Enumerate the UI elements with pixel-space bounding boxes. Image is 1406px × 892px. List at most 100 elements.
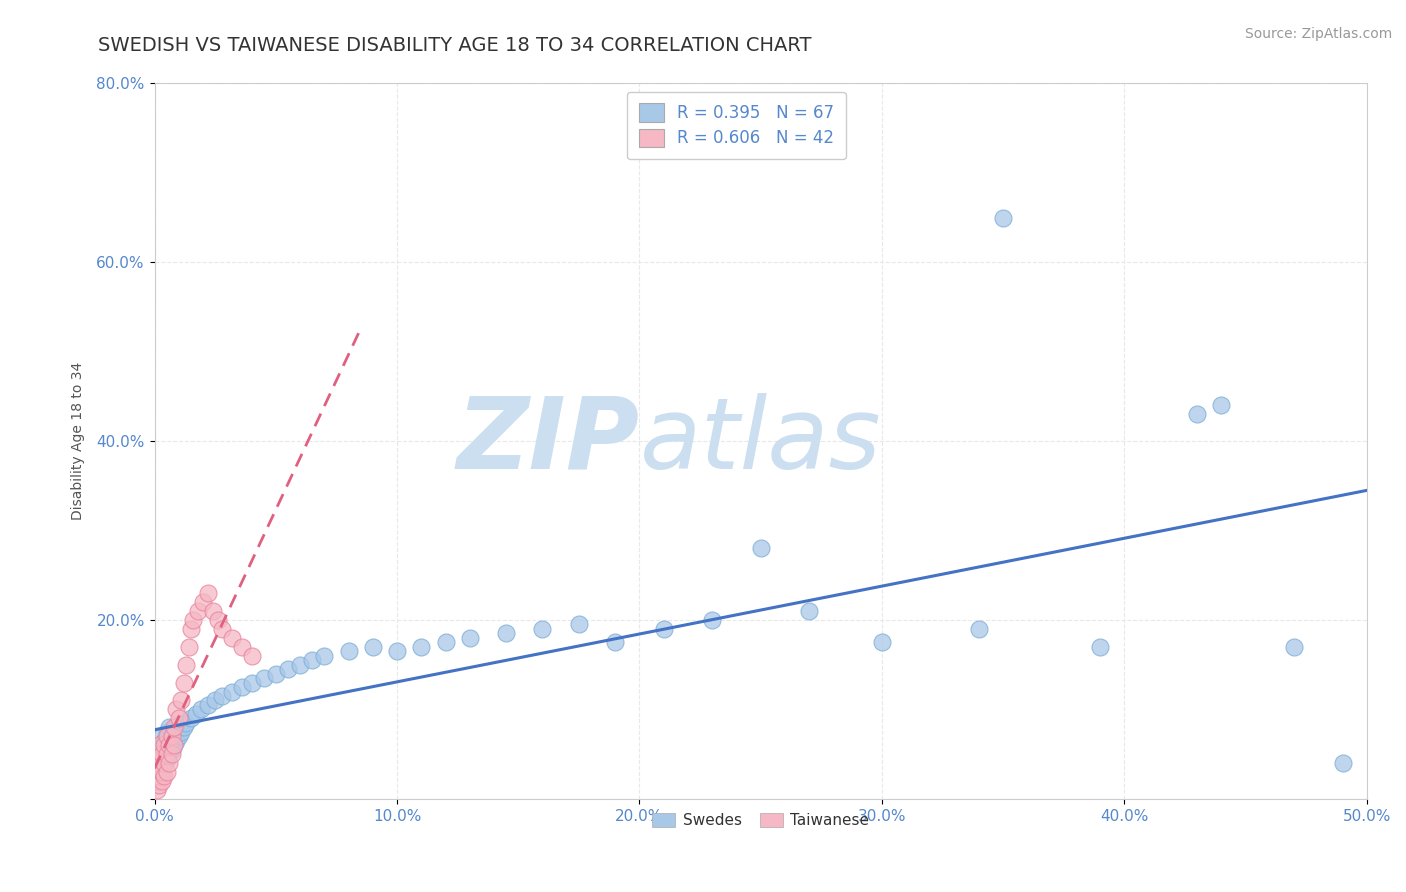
Point: [385, 644, 408, 658]
Point: [157, 733, 180, 747]
Point: [991, 211, 1014, 225]
Point: [170, 724, 193, 739]
Point: [150, 764, 173, 779]
Text: atlas: atlas: [640, 392, 882, 490]
Point: [231, 680, 253, 694]
Point: [165, 720, 187, 734]
Point: [240, 675, 263, 690]
Point: [157, 747, 180, 761]
Point: [146, 783, 169, 797]
Point: [197, 586, 219, 600]
Point: [204, 693, 226, 707]
Point: [167, 729, 190, 743]
Point: [1211, 398, 1233, 412]
Point: [148, 751, 170, 765]
Point: [157, 738, 180, 752]
Point: [411, 640, 433, 654]
Point: [153, 769, 176, 783]
Point: [749, 541, 772, 556]
Point: [146, 773, 169, 788]
Point: [146, 756, 169, 770]
Point: [160, 742, 183, 756]
Point: [150, 773, 173, 788]
Point: [191, 595, 214, 609]
Point: [187, 604, 209, 618]
Point: [167, 711, 190, 725]
Point: [180, 622, 202, 636]
Point: [148, 760, 170, 774]
Point: [184, 706, 207, 721]
Point: [150, 764, 173, 779]
Point: [156, 764, 179, 779]
Point: [1185, 407, 1208, 421]
Point: [148, 751, 170, 765]
Point: [180, 711, 202, 725]
Point: [361, 640, 384, 654]
Point: [253, 671, 276, 685]
Point: [568, 617, 591, 632]
Text: Source: ZipAtlas.com: Source: ZipAtlas.com: [1244, 27, 1392, 41]
Point: [1331, 756, 1354, 770]
Point: [150, 747, 173, 761]
Point: [458, 631, 481, 645]
Point: [173, 675, 195, 690]
Point: [156, 751, 179, 765]
Point: [207, 613, 229, 627]
Point: [190, 702, 212, 716]
Point: [153, 756, 176, 770]
Point: [160, 747, 183, 761]
Point: [153, 738, 176, 752]
Point: [150, 729, 173, 743]
Point: [153, 742, 176, 756]
Point: [157, 756, 180, 770]
Point: [211, 689, 233, 703]
Point: [165, 702, 187, 716]
Point: [174, 715, 197, 730]
Point: [231, 640, 253, 654]
Point: [264, 666, 287, 681]
Point: [495, 626, 517, 640]
Point: [211, 622, 233, 636]
Point: [146, 747, 169, 761]
Point: [153, 756, 176, 770]
Point: [177, 640, 200, 654]
Point: [652, 622, 675, 636]
Point: [148, 738, 170, 752]
Point: [163, 738, 186, 752]
Point: [174, 657, 197, 672]
Text: ZIP: ZIP: [457, 392, 640, 490]
Point: [146, 773, 169, 788]
Point: [150, 738, 173, 752]
Point: [870, 635, 893, 649]
Point: [165, 733, 187, 747]
Point: [799, 604, 821, 618]
Point: [337, 644, 360, 658]
Point: [1282, 640, 1305, 654]
Point: [146, 764, 169, 779]
Point: [173, 720, 195, 734]
Point: [702, 613, 724, 627]
Point: [163, 720, 186, 734]
Point: [314, 648, 336, 663]
Point: [146, 756, 169, 770]
Point: [160, 729, 183, 743]
Point: [146, 747, 169, 761]
Point: [160, 729, 183, 743]
Point: [221, 684, 243, 698]
Point: [221, 631, 243, 645]
Legend: Swedes, Taiwanese: Swedes, Taiwanese: [645, 807, 876, 834]
Point: [163, 724, 186, 739]
Point: [277, 662, 299, 676]
Point: [163, 738, 186, 752]
Point: [146, 764, 169, 779]
Point: [153, 733, 176, 747]
Point: [531, 622, 554, 636]
Point: [148, 769, 170, 783]
Point: [288, 657, 311, 672]
Point: [301, 653, 323, 667]
Point: [156, 729, 179, 743]
Point: [156, 747, 179, 761]
Point: [240, 648, 263, 663]
Point: [197, 698, 219, 712]
Point: [201, 604, 224, 618]
